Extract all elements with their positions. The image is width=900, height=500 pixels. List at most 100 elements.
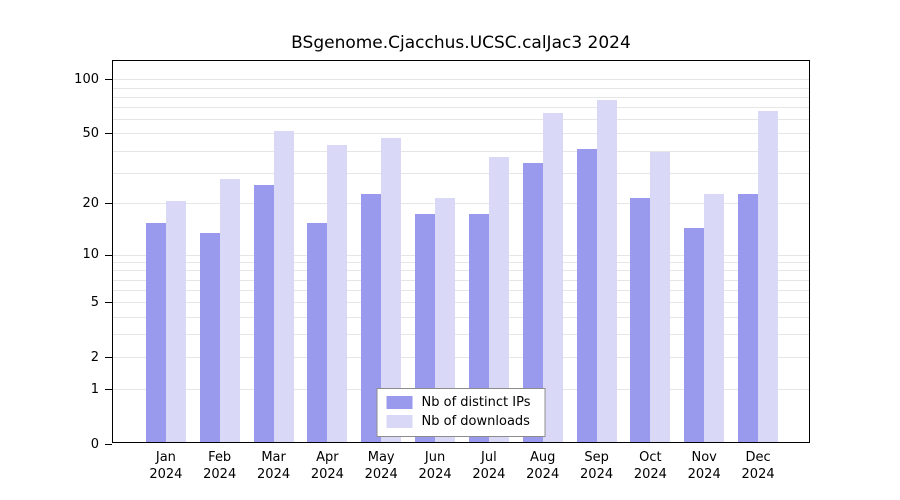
gridline bbox=[113, 270, 809, 272]
x-axis-year: 2024 bbox=[580, 467, 614, 482]
gridline bbox=[113, 107, 809, 109]
x-axis-label: Jul 2024 bbox=[462, 449, 516, 483]
x-axis-month: Nov bbox=[691, 450, 717, 465]
x-axis-year: 2024 bbox=[203, 467, 237, 482]
x-axis-year: 2024 bbox=[633, 467, 667, 482]
x-axis-label: Oct 2024 bbox=[624, 449, 678, 483]
x-axis-label: Dec 2024 bbox=[731, 449, 785, 483]
y-axis-tick-label: 5 bbox=[90, 294, 99, 310]
y-axis-tick bbox=[105, 444, 112, 445]
y-axis-tick-label: 100 bbox=[74, 71, 99, 87]
x-axis-month: Apr bbox=[316, 450, 339, 465]
gridline bbox=[113, 87, 809, 89]
y-axis-tick bbox=[105, 133, 112, 135]
legend-swatch-downloads bbox=[386, 415, 413, 428]
bar-distinct-ips bbox=[253, 184, 274, 442]
legend-item-distinct-ips: Nb of distinct IPs bbox=[386, 395, 531, 410]
gridline bbox=[113, 302, 809, 304]
y-axis-tick bbox=[105, 79, 112, 81]
x-axis-month: Aug bbox=[530, 450, 556, 465]
gridline bbox=[113, 133, 809, 135]
gridline bbox=[113, 79, 809, 81]
y-axis-tick bbox=[105, 389, 112, 391]
legend-label-downloads: Nb of downloads bbox=[421, 414, 530, 429]
gridline bbox=[113, 290, 809, 292]
y-axis-tick bbox=[105, 254, 112, 256]
x-axis-year: 2024 bbox=[257, 467, 291, 482]
x-axis-label: Jun 2024 bbox=[408, 449, 462, 483]
x-axis-label: Mar 2024 bbox=[247, 449, 301, 483]
x-axis-label: Jan 2024 bbox=[139, 449, 193, 483]
x-axis-label: May 2024 bbox=[354, 449, 408, 483]
bar-distinct-ips bbox=[415, 213, 436, 442]
bar-downloads bbox=[488, 156, 509, 442]
x-axis-month: Mar bbox=[261, 450, 286, 465]
bar-downloads bbox=[758, 110, 779, 442]
legend-item-downloads: Nb of downloads bbox=[386, 414, 531, 429]
x-axis-year: 2024 bbox=[526, 467, 560, 482]
y-axis-tick-label: 10 bbox=[82, 247, 99, 262]
bar-downloads bbox=[381, 137, 402, 442]
gridline bbox=[113, 262, 809, 263]
x-axis-month: Jul bbox=[481, 450, 497, 465]
bar-distinct-ips bbox=[361, 194, 382, 442]
x-axis-label: Aug 2024 bbox=[516, 449, 570, 483]
y-axis-tick-label: 0 bbox=[90, 436, 99, 452]
chart-title: BSgenome.Cjacchus.UCSC.calJac3 2024 bbox=[291, 33, 631, 53]
bar-distinct-ips bbox=[576, 148, 597, 442]
x-axis-label: Sep 2024 bbox=[570, 449, 624, 483]
bar-downloads bbox=[704, 194, 725, 442]
bar-distinct-ips bbox=[145, 222, 166, 442]
x-axis-year: 2024 bbox=[687, 467, 721, 482]
y-axis-tick-label: 20 bbox=[82, 195, 99, 211]
x-axis-month: May bbox=[367, 450, 395, 465]
bar-downloads bbox=[435, 197, 456, 442]
plot-area: Nb of distinct IPs Nb of downloads 0 1 2 5 1… bbox=[74, 60, 810, 482]
bar-distinct-ips bbox=[468, 213, 489, 442]
bar-distinct-ips bbox=[684, 228, 705, 442]
x-axis-label: Apr 2024 bbox=[301, 449, 355, 483]
gridline bbox=[113, 254, 809, 256]
x-axis-year: 2024 bbox=[310, 467, 344, 482]
x-axis-year: 2024 bbox=[741, 467, 775, 482]
bar-distinct-ips bbox=[522, 163, 543, 442]
gridline bbox=[113, 96, 809, 98]
gridline bbox=[113, 150, 809, 152]
x-axis-month: Feb bbox=[208, 450, 232, 465]
bar-downloads bbox=[327, 144, 348, 442]
bar-downloads bbox=[273, 131, 294, 442]
bar-downloads bbox=[542, 113, 563, 442]
gridline bbox=[113, 172, 809, 174]
bar-downloads bbox=[650, 152, 671, 442]
x-axis-year: 2024 bbox=[418, 467, 452, 482]
legend: Nb of distinct IPs Nb of downloads bbox=[376, 388, 546, 437]
bar-distinct-ips bbox=[738, 194, 759, 442]
x-axis-year: 2024 bbox=[472, 467, 506, 482]
bar-distinct-ips bbox=[307, 222, 328, 442]
gridline bbox=[113, 334, 809, 336]
gridline bbox=[113, 279, 809, 281]
bar-downloads bbox=[165, 201, 186, 442]
legend-swatch-distinct-ips bbox=[386, 396, 413, 409]
bar-downloads bbox=[219, 178, 240, 442]
y-axis-tick-label: 1 bbox=[90, 381, 99, 397]
legend-label-distinct-ips: Nb of distinct IPs bbox=[421, 395, 531, 410]
x-axis-month: Jun bbox=[424, 450, 446, 465]
bar-downloads bbox=[596, 99, 617, 442]
y-axis-tick bbox=[105, 357, 112, 359]
x-axis-label: Nov 2024 bbox=[677, 449, 731, 483]
x-axis-year: 2024 bbox=[364, 467, 398, 482]
y-axis-tick bbox=[105, 203, 112, 205]
x-axis-year: 2024 bbox=[149, 467, 183, 482]
gridline bbox=[113, 119, 809, 121]
x-axis-month: Dec bbox=[745, 450, 771, 465]
x-axis-month: Oct bbox=[639, 450, 662, 465]
bar-distinct-ips bbox=[199, 233, 220, 442]
x-axis-month: Jan bbox=[155, 450, 176, 465]
gridline bbox=[113, 203, 809, 205]
y-axis-tick-label: 50 bbox=[82, 125, 99, 141]
bar-distinct-ips bbox=[630, 197, 651, 442]
y-axis-tick bbox=[105, 302, 112, 304]
x-axis-label: Feb 2024 bbox=[193, 449, 247, 483]
